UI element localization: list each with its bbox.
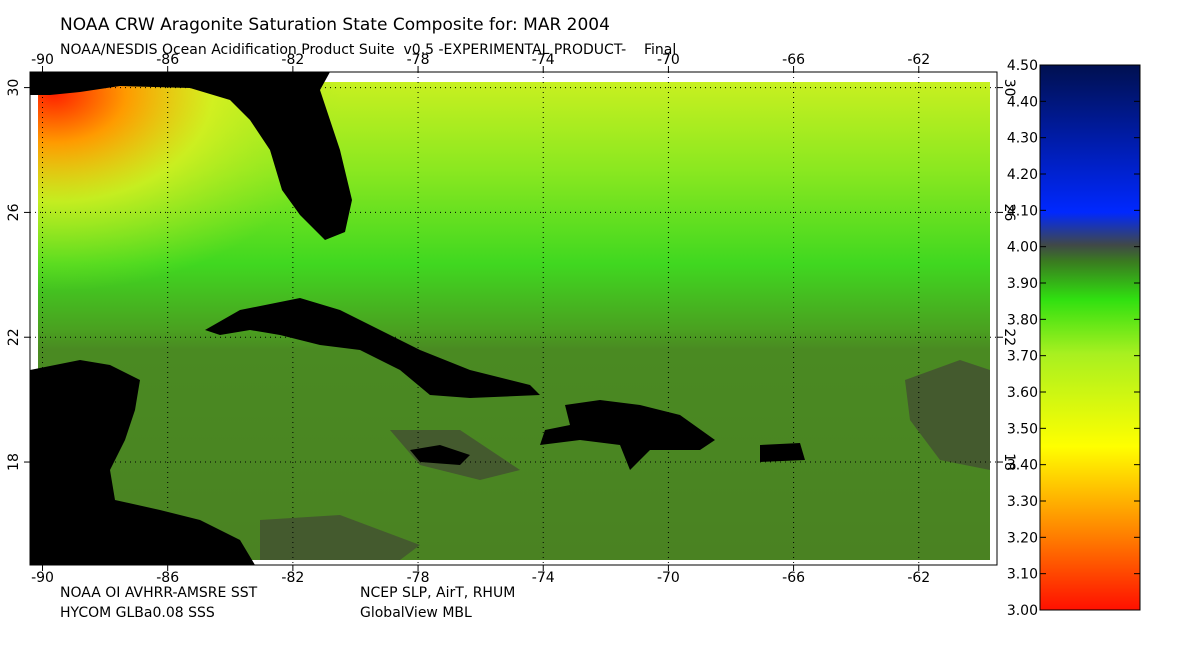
puerto-rico xyxy=(760,443,805,462)
x-tick-label: -86 xyxy=(156,570,179,586)
y-tick-label: 18 xyxy=(6,453,22,471)
colorbar-label: 3.50 xyxy=(1007,421,1038,437)
footer-text: NCEP SLP, AirT, RHUM xyxy=(360,585,515,601)
subtitle: NOAA/NESDIS Ocean Acidification Product … xyxy=(60,42,676,58)
y-tick-label: 18 xyxy=(1001,453,1017,471)
colorbar-label: 4.20 xyxy=(1007,167,1038,183)
colorbar-label: 3.10 xyxy=(1007,567,1038,583)
x-tick-label: -62 xyxy=(907,570,930,586)
colorbar-label: 3.90 xyxy=(1007,276,1038,292)
x-tick-label: -90 xyxy=(31,52,54,68)
us-coast xyxy=(30,72,352,240)
deep-patch xyxy=(260,515,420,560)
x-tick-label: -82 xyxy=(281,570,304,586)
x-tick-label: -78 xyxy=(407,570,430,586)
x-tick-label: -78 xyxy=(407,52,430,68)
x-tick-label: -70 xyxy=(657,52,680,68)
colorbar-label: 4.10 xyxy=(1007,203,1038,219)
cuba xyxy=(205,298,540,398)
y-tick-label: 26 xyxy=(6,203,22,221)
x-tick-label: -70 xyxy=(657,570,680,586)
footer-text: NOAA OI AVHRR-AMSRE SST xyxy=(60,585,258,601)
colorbar-label: 4.00 xyxy=(1007,240,1038,256)
colorbar-label: 4.40 xyxy=(1007,94,1038,110)
yucatan xyxy=(30,360,255,565)
x-tick-label: -66 xyxy=(782,570,805,586)
colorbar-label: 3.30 xyxy=(1007,494,1038,510)
y-tick-label: 26 xyxy=(1001,203,1017,221)
title: NOAA CRW Aragonite Saturation State Comp… xyxy=(60,15,610,35)
colorbar-label: 4.30 xyxy=(1007,131,1038,147)
y-tick-label: 22 xyxy=(1001,328,1017,346)
land xyxy=(30,72,805,565)
map xyxy=(29,71,998,566)
footer-text: HYCOM GLBa0.08 SSS xyxy=(60,605,215,621)
colorbar xyxy=(1039,64,1141,611)
colorbar-label: 3.70 xyxy=(1007,349,1038,365)
hispaniola xyxy=(540,400,715,470)
x-tick-label: -90 xyxy=(31,570,54,586)
footer-text: GlobalView MBL xyxy=(360,605,472,621)
x-tick-label: -82 xyxy=(281,52,304,68)
colorbar-label: 4.50 xyxy=(1007,58,1038,74)
x-tick-label: -86 xyxy=(156,52,179,68)
jamaica xyxy=(410,445,470,465)
deep-patch xyxy=(905,360,990,470)
colorbar-label: 3.80 xyxy=(1007,312,1038,328)
colorbar-label: 3.60 xyxy=(1007,385,1038,401)
x-tick-label: -74 xyxy=(532,52,555,68)
y-tick-label: 22 xyxy=(6,328,22,346)
colorbar-label: 3.00 xyxy=(1007,603,1038,619)
colorbar-label: 3.40 xyxy=(1007,458,1038,474)
x-tick-label: -74 xyxy=(532,570,555,586)
colorbar-label: 3.20 xyxy=(1007,530,1038,546)
x-tick-label: -66 xyxy=(782,52,805,68)
y-tick-label: 30 xyxy=(1001,79,1017,97)
x-tick-label: -62 xyxy=(907,52,930,68)
y-tick-label: 30 xyxy=(6,79,22,97)
